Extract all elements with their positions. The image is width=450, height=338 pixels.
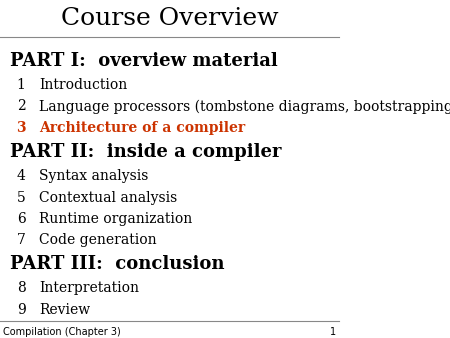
Text: 1: 1 [330,327,336,337]
Text: 1: 1 [17,78,26,92]
Text: 7: 7 [17,233,26,247]
Text: Review: Review [39,303,90,317]
Text: PART I:  overview material: PART I: overview material [10,52,278,70]
Text: 8: 8 [17,281,26,295]
Text: PART III:  conclusion: PART III: conclusion [10,255,225,273]
Text: Code generation: Code generation [39,233,157,247]
Text: Interpretation: Interpretation [39,281,139,295]
Text: Contextual analysis: Contextual analysis [39,191,177,204]
Text: Syntax analysis: Syntax analysis [39,169,148,183]
Text: 2: 2 [17,99,26,113]
Text: Runtime organization: Runtime organization [39,212,192,226]
Text: Compilation (Chapter 3): Compilation (Chapter 3) [4,327,121,337]
Text: Course Overview: Course Overview [61,7,279,30]
Text: Introduction: Introduction [39,78,127,92]
Text: 6: 6 [17,212,26,226]
Text: 9: 9 [17,303,26,317]
Text: PART II:  inside a compiler: PART II: inside a compiler [10,143,282,161]
Text: 5: 5 [17,191,26,204]
Text: 4: 4 [17,169,26,183]
Text: 3: 3 [16,121,26,135]
Text: Architecture of a compiler: Architecture of a compiler [39,121,245,135]
Text: Language processors (tombstone diagrams, bootstrapping): Language processors (tombstone diagrams,… [39,99,450,114]
